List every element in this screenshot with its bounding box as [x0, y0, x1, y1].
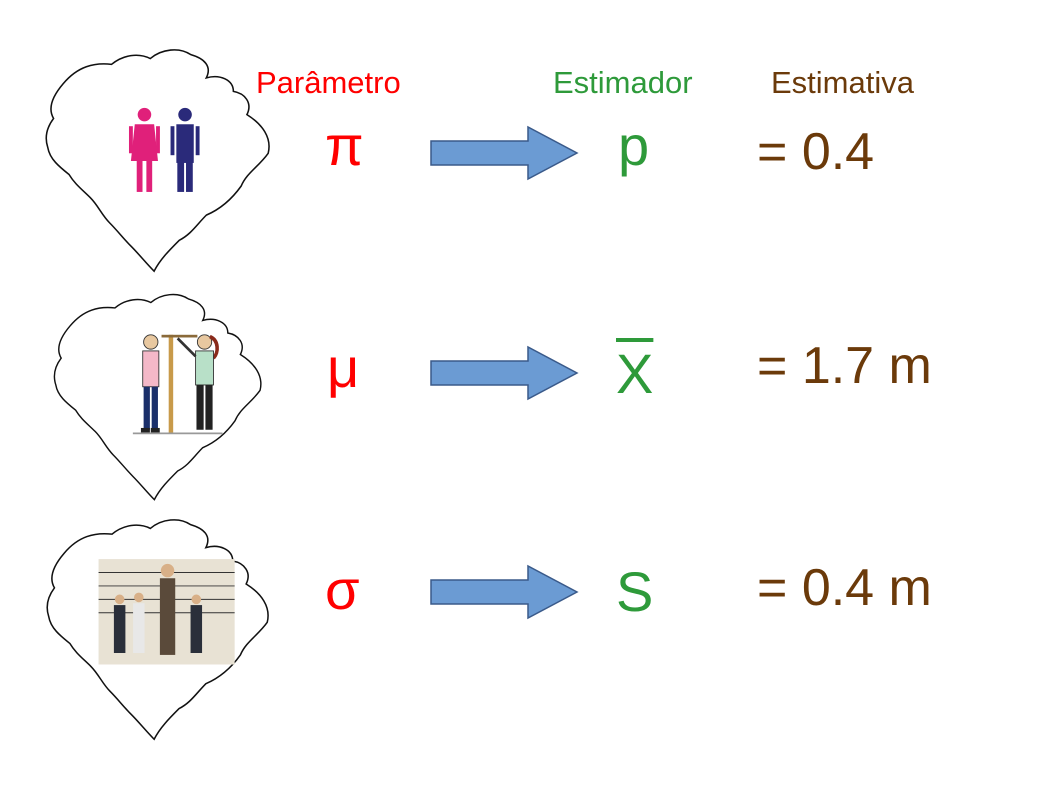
arrow-row-2-icon	[430, 345, 579, 401]
lineup-people-icon	[113, 563, 203, 655]
estimator-s: S	[616, 560, 654, 623]
estimate-row-3: = 0.4 m	[757, 559, 932, 617]
header-parameter: Parâmetro	[256, 65, 401, 100]
man-icon	[170, 107, 200, 192]
header-estimate: Estimativa	[771, 65, 914, 100]
parameter-pi: π	[325, 114, 364, 177]
estimator-x-bar: X	[616, 342, 654, 405]
brazil-map-height-lineup-illustration	[46, 519, 269, 741]
arrow-row-3-icon	[430, 564, 579, 620]
measurer-person-icon	[176, 334, 219, 430]
woman-icon	[128, 107, 160, 192]
brazil-map-height-measurement-illustration	[53, 293, 262, 501]
estimator-p: p	[618, 114, 650, 177]
estimate-row-1: = 0.4	[757, 123, 875, 181]
estimate-row-2: = 1.7 m	[757, 337, 932, 395]
header-estimator: Estimador	[553, 65, 693, 100]
measured-person-icon	[140, 334, 160, 433]
arrow-row-1-icon	[430, 125, 579, 181]
brazil-map-gender-illustration	[45, 49, 270, 272]
parameter-mu: μ	[327, 336, 360, 399]
parameter-sigma: σ	[325, 558, 360, 621]
